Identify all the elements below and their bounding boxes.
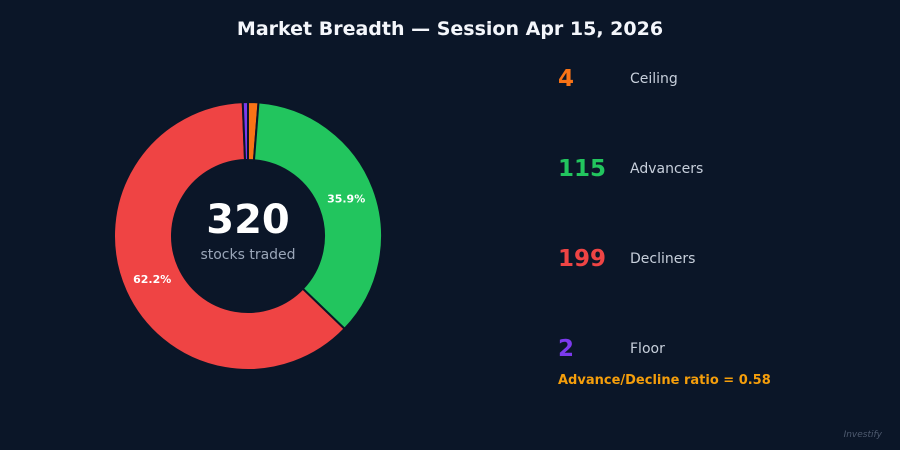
legend-label-advancers: Advancers [630, 161, 704, 177]
legend-count-advancers: 115 [558, 156, 607, 182]
legend-label-floor: Floor [630, 341, 665, 357]
chart-title: Market Breadth — Session Apr 15, 2026 [236, 18, 664, 40]
legend-count-ceiling: 4 [558, 66, 575, 92]
legend-label-decliners: Decliners [630, 251, 696, 267]
legend-item-advancers: 115 Advancers [558, 152, 858, 186]
donut-label-decliners: 62.2% [133, 273, 171, 286]
center-total-label: stocks traded [200, 247, 296, 263]
donut-slice-decliners [113, 101, 347, 371]
legend-item-floor: 2 Floor [558, 332, 858, 366]
legend-item-ceiling: 4 Ceiling [558, 62, 858, 96]
advance-decline-ratio: Advance/Decline ratio = 0.58 [558, 373, 771, 388]
donut-slice-advancers [252, 101, 383, 331]
watermark-logo-text: Investify [843, 430, 882, 440]
legend-count-floor: 2 [558, 336, 575, 362]
donut-chart: 35.9% 62.2% [113, 100, 383, 371]
legend-count-decliners: 199 [558, 246, 607, 272]
donut-slice-floor [241, 100, 249, 162]
donut-label-advancers: 35.9% [327, 193, 365, 206]
legend-item-decliners: 199 Decliners [558, 242, 858, 276]
center-total-value: 320 [206, 197, 290, 243]
legend-label-ceiling: Ceiling [630, 71, 678, 87]
